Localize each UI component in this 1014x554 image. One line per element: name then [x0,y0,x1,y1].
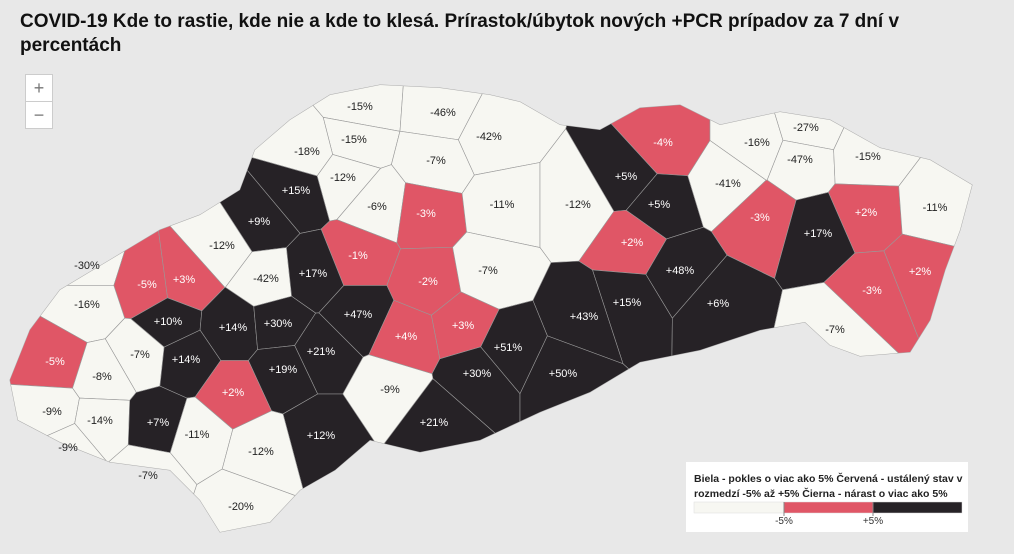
district-label: +17% [804,228,833,240]
district-label: -5% [45,356,65,368]
district-label: -7% [478,265,498,277]
district-label: +51% [494,342,523,354]
legend: Biela - pokles o viac ako 5% Červená - u… [686,462,968,532]
zoom-out[interactable]: − [25,101,53,129]
district-label: -8% [92,371,112,383]
legend-tick-label: +5% [863,516,883,527]
district-label: +6% [707,298,730,310]
district-label: +9% [248,216,271,228]
district-label: +50% [549,368,578,380]
district-label: -2% [418,276,438,288]
legend-bar: -5% +5% [693,501,963,527]
legend-text: Biela - pokles o viac ako 5% Červená - u… [694,473,963,500]
district-label: -1% [348,250,368,262]
district-label: -3% [416,208,436,220]
district-label: -42% [476,131,502,143]
district-label: +30% [264,318,293,330]
district-label: +2% [909,266,932,278]
district-label: -7% [426,155,446,167]
district-label: -30% [74,260,100,272]
district-label: -15% [855,151,881,163]
district-label: -3% [862,285,882,297]
district-label: +14% [172,354,201,366]
title: COVID-19 Kde to rastie, kde nie a kde to… [20,11,900,56]
district-label: -4% [653,137,673,149]
district-label: +10% [154,316,183,328]
district-label: -41% [715,178,741,190]
district-label: -5% [137,279,157,291]
district-label: -7% [130,349,150,361]
district-label: -12% [565,199,591,211]
district-label: -12% [248,446,274,458]
district-label: +5% [615,171,638,183]
district [898,85,972,261]
district-label: +12% [307,430,336,442]
district-label: -9% [42,406,62,418]
district-label: +2% [855,207,878,219]
district-label: -6% [367,201,387,213]
district-label: -11% [923,202,948,214]
district-label: -42% [253,273,279,285]
district-label: -7% [138,470,158,482]
district-label: +17% [299,268,328,280]
district-label: +14% [219,322,248,334]
district-label: -27% [793,122,819,134]
district-label: +19% [269,364,298,376]
legend-swatch [693,501,785,514]
district-label: +3% [452,320,475,332]
district-label: +48% [666,265,695,277]
district-label: -16% [744,137,770,149]
district-label: +15% [282,185,311,197]
district [10,423,109,532]
district-label: +2% [621,237,644,249]
district-label: -12% [209,240,235,252]
district-label: -18% [294,146,320,158]
district-label: +7% [147,417,170,429]
zoom-in[interactable]: + [25,74,53,102]
district-label: -11% [185,429,210,441]
district-label: +21% [307,346,336,358]
district-label: +47% [344,309,373,321]
district-label: -12% [330,172,356,184]
legend-swatch [783,501,874,514]
district [10,85,145,286]
district-label: -16% [74,299,100,311]
district-label: +4% [395,331,418,343]
district-label: -7% [825,324,845,336]
legend-swatch [872,501,963,514]
district-label: -46% [430,107,456,119]
district-label: -47% [787,154,813,166]
district-label: -11% [490,199,515,211]
district-label: +3% [173,274,196,286]
district-label: -14% [87,415,113,427]
district-label: -3% [750,212,770,224]
district-label: -20% [228,501,254,513]
district-label: +2% [222,387,245,399]
district-label: -15% [347,101,373,113]
district-label: +30% [463,368,492,380]
district-label: -9% [380,384,400,396]
district-label: +5% [648,199,671,211]
district-label: -15% [341,134,367,146]
district-label: -9% [58,442,78,454]
district-label: +21% [420,417,449,429]
legend-tick-label: -5% [775,516,793,527]
district-label: +43% [570,311,599,323]
district-label: +15% [613,297,642,309]
district [883,233,972,503]
